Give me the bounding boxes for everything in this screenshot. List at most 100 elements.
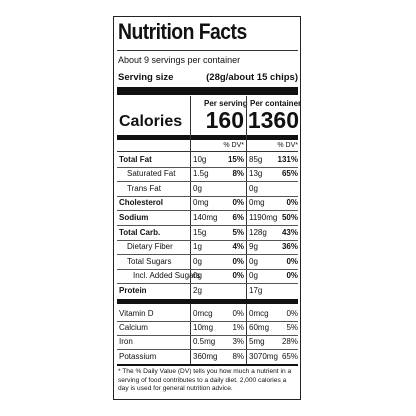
serving-dv: 0% bbox=[232, 309, 244, 318]
title: Nutrition Facts bbox=[118, 19, 247, 44]
container-dv: 0% bbox=[286, 256, 298, 266]
nutrient-name: Dietary Fiber bbox=[127, 242, 173, 252]
nutrient-name: Vitamin D bbox=[119, 309, 154, 318]
serving-amount: 10mg bbox=[193, 323, 214, 333]
container-dv: 5% bbox=[286, 323, 298, 333]
container-amount: 9g bbox=[249, 242, 258, 252]
serving-amount: 1g bbox=[193, 242, 202, 252]
rule bbox=[117, 283, 298, 285]
serving-dv: 5% bbox=[232, 227, 244, 237]
container-amount: 0g bbox=[249, 256, 258, 266]
serving-size-label: Serving size bbox=[118, 72, 174, 83]
thick-bar bbox=[117, 87, 298, 95]
rule bbox=[117, 151, 298, 152]
container-dv: 65% bbox=[281, 169, 298, 179]
serving-amount: 10g bbox=[193, 154, 207, 164]
servings: About 9 servings per container bbox=[118, 55, 241, 65]
container-dv: 50% bbox=[281, 212, 298, 222]
serving-amount: 15g bbox=[193, 227, 207, 237]
serving-dv: 0% bbox=[232, 271, 244, 281]
serving-amount: 360mg bbox=[193, 351, 218, 361]
serving-amount: 0.5mg bbox=[193, 337, 216, 347]
rule bbox=[117, 210, 298, 212]
nutrient-name: Protein bbox=[119, 285, 147, 295]
rule bbox=[117, 195, 298, 197]
calories-serving: 160 bbox=[205, 107, 244, 133]
container-amount: 0g bbox=[249, 271, 258, 281]
nutrient-name: Potassium bbox=[119, 351, 157, 361]
calories-container: 1360 bbox=[247, 107, 299, 133]
container-dv: 0% bbox=[286, 271, 298, 281]
col-divider bbox=[246, 96, 247, 302]
serving-size-value: (28g/about 15 chips) bbox=[206, 72, 298, 83]
nutrient-name: Trans Fat bbox=[127, 183, 161, 193]
serving-dv: 8% bbox=[232, 351, 244, 361]
serving-dv: 0% bbox=[232, 256, 244, 266]
nutrient-name: Saturated Fat bbox=[127, 169, 176, 179]
calories-label: Calories bbox=[119, 113, 183, 130]
rule bbox=[117, 50, 298, 51]
rule bbox=[117, 181, 298, 183]
rule bbox=[117, 225, 298, 226]
container-amount: 5mg bbox=[249, 337, 265, 347]
container-amount: 128g bbox=[249, 227, 267, 237]
serving-dv: 3% bbox=[232, 337, 244, 347]
serving-amount: 0g bbox=[193, 256, 202, 266]
container-dv: 0% bbox=[286, 198, 298, 208]
container-amount: 13g bbox=[249, 169, 263, 179]
serving-dv: 6% bbox=[232, 212, 244, 222]
col-divider bbox=[190, 96, 191, 302]
serving-amount: 0mg bbox=[193, 198, 209, 208]
container-amount: 0mg bbox=[249, 198, 265, 208]
rule bbox=[117, 364, 298, 366]
container-dv: 28% bbox=[281, 337, 298, 347]
footnote: * The % Daily Value (DV) tells you how m… bbox=[118, 368, 292, 393]
container-amount: 60mg bbox=[249, 323, 270, 333]
nutrient-name: Total Fat bbox=[119, 154, 152, 164]
rule bbox=[117, 239, 298, 241]
rule bbox=[117, 334, 298, 336]
rule bbox=[117, 268, 298, 270]
container-dv: 131% bbox=[277, 154, 298, 164]
thick-bar bbox=[117, 135, 298, 140]
container-dv: 65% bbox=[281, 351, 298, 361]
serving-amount: 2g bbox=[193, 285, 202, 295]
container-dv: 43% bbox=[281, 227, 298, 237]
rule bbox=[117, 349, 298, 351]
nutrient-name: Calcium bbox=[119, 323, 148, 333]
serving-amount: 0mcg bbox=[193, 309, 213, 318]
rule bbox=[117, 320, 298, 322]
container-amount: 3070mg bbox=[249, 351, 278, 361]
nutrient-name: Cholesterol bbox=[119, 198, 164, 208]
col-divider bbox=[190, 304, 191, 364]
nutrient-name: Incl. Added Sugars bbox=[133, 271, 201, 281]
container-dv: 0% bbox=[286, 309, 298, 318]
container-dv: 36% bbox=[281, 242, 298, 252]
serving-amount: 0g bbox=[193, 183, 202, 193]
container-amount: 0mcg bbox=[249, 309, 269, 318]
container-amount: 85g bbox=[249, 154, 263, 164]
serving-dv: 0% bbox=[232, 198, 244, 208]
dv-header: % DV* bbox=[223, 142, 244, 149]
serving-amount: 140mg bbox=[193, 212, 218, 222]
col-header: Per container bbox=[250, 99, 302, 108]
rule bbox=[117, 166, 298, 168]
nutrient-name: Iron bbox=[119, 337, 133, 347]
serving-dv: 4% bbox=[232, 242, 244, 252]
serving-dv: 1% bbox=[232, 323, 244, 333]
container-amount: 1190mg bbox=[249, 212, 278, 222]
nutrient-name: Total Sugars bbox=[127, 256, 172, 266]
col-divider bbox=[246, 304, 247, 364]
serving-amount: 0g bbox=[193, 271, 202, 281]
serving-amount: 1.5g bbox=[193, 169, 209, 179]
rule bbox=[117, 254, 298, 256]
container-amount: 17g bbox=[249, 285, 263, 295]
label-box bbox=[113, 16, 301, 400]
thick-bar bbox=[117, 299, 298, 304]
serving-dv: 15% bbox=[227, 154, 244, 164]
col-header: Per serving bbox=[204, 99, 248, 108]
nutrient-name: Sodium bbox=[119, 212, 149, 222]
container-amount: 0g bbox=[249, 183, 258, 193]
serving-dv: 8% bbox=[232, 169, 244, 179]
